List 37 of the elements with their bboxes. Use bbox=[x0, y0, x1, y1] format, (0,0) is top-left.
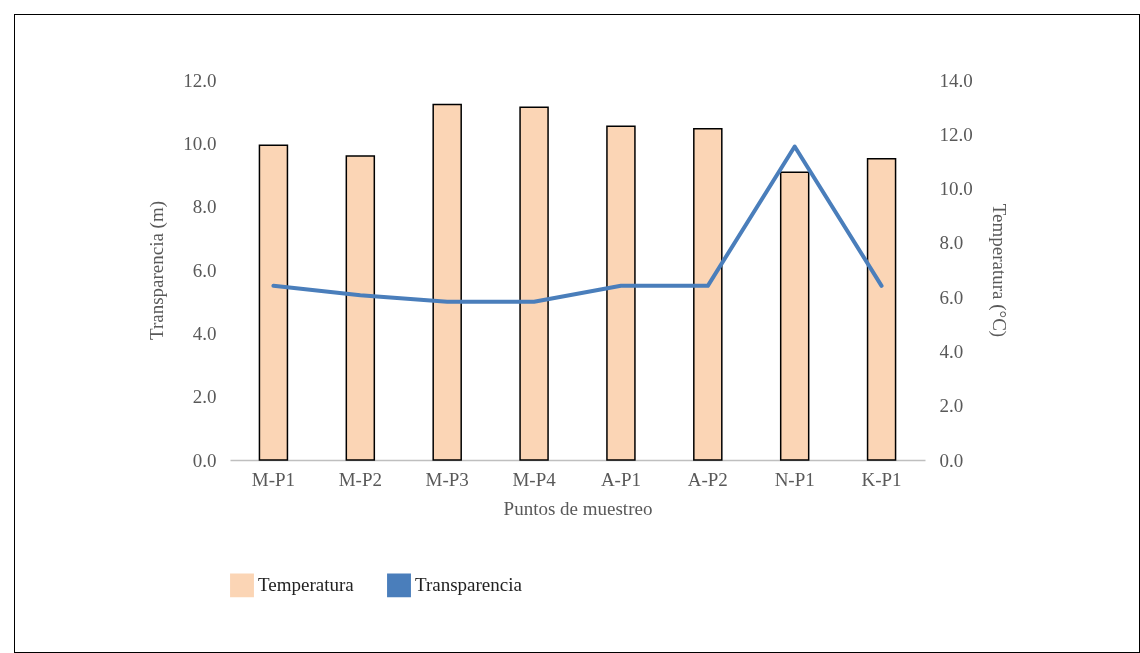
y2-tick-label: 6.0 bbox=[939, 286, 964, 308]
bar bbox=[779, 171, 810, 461]
bar bbox=[258, 144, 289, 461]
y-axis-title: Transparencia (m) bbox=[146, 200, 169, 341]
x-tick-label: M-P4 bbox=[512, 468, 557, 490]
y2-tick-label: 8.0 bbox=[939, 232, 964, 254]
y-tick-label: 6.0 bbox=[192, 259, 217, 281]
bar bbox=[606, 125, 636, 461]
x-tick-label: N-P1 bbox=[774, 468, 815, 490]
bar bbox=[866, 157, 897, 461]
bar bbox=[432, 103, 462, 461]
y2-axis-title: Temperatura (°C) bbox=[987, 203, 1010, 338]
y2-tick-label: 12.0 bbox=[939, 123, 973, 145]
x-tick-label: K-P1 bbox=[861, 468, 902, 490]
y-tick-label: 10.0 bbox=[183, 132, 217, 154]
line-series bbox=[271, 144, 884, 304]
legend-label: Transparencia bbox=[415, 574, 523, 596]
x-tick-label: M-P2 bbox=[338, 468, 382, 490]
y2-tick-label: 0.0 bbox=[939, 449, 964, 471]
x-tick-label: M-P3 bbox=[425, 468, 469, 490]
y-tick-label: 2.0 bbox=[192, 386, 217, 408]
y-tick-label: 4.0 bbox=[192, 322, 217, 344]
x-tick-label: A-P1 bbox=[600, 468, 641, 490]
legend-label: Temperatura bbox=[258, 574, 355, 596]
y2-tick-label: 10.0 bbox=[939, 178, 973, 200]
bar bbox=[345, 155, 376, 461]
bar bbox=[693, 128, 723, 461]
x-tick-label: A-P2 bbox=[687, 468, 728, 490]
y2-tick-label: 14.0 bbox=[939, 69, 973, 91]
y2-tick-label: 4.0 bbox=[939, 340, 964, 362]
x-tick-label: M-P1 bbox=[251, 468, 296, 490]
y-tick-label: 8.0 bbox=[192, 196, 217, 218]
y-tick-label: 0.0 bbox=[192, 449, 217, 471]
bar bbox=[519, 106, 549, 461]
y2-tick-label: 2.0 bbox=[939, 395, 964, 417]
y-tick-label: 12.0 bbox=[183, 69, 217, 91]
x-axis-title: Puntos de muestreo bbox=[503, 497, 653, 519]
